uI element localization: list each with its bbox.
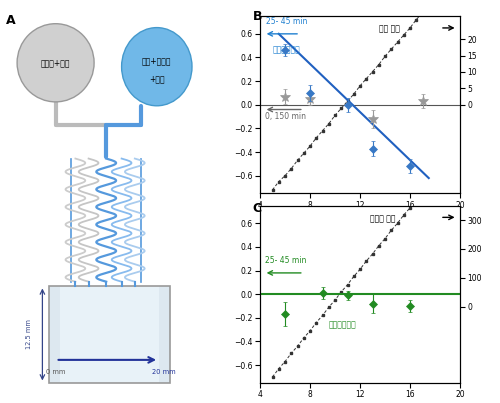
X-axis label: 위치(mm): 위치(mm)	[342, 402, 378, 403]
Text: 반응물 농도: 반응물 농도	[370, 214, 396, 223]
Text: 20 mm: 20 mm	[152, 370, 175, 375]
Ellipse shape	[122, 27, 192, 106]
X-axis label: 위치(mm): 위치(mm)	[342, 213, 378, 222]
Text: 용매농도변화: 용매농도변화	[329, 320, 356, 329]
Ellipse shape	[17, 24, 94, 102]
Text: B: B	[252, 10, 262, 23]
Text: 0, 150 min: 0, 150 min	[265, 112, 306, 121]
Text: 용매농도변화: 용매농도변화	[272, 46, 300, 55]
Bar	[49, 286, 170, 383]
Text: 반응물+용매: 반응물+용매	[41, 58, 70, 67]
Text: 25- 45 min: 25- 45 min	[266, 17, 308, 25]
Bar	[60, 286, 159, 383]
Text: C: C	[252, 202, 262, 214]
Text: 0 mm: 0 mm	[46, 370, 66, 375]
Text: A: A	[6, 14, 15, 27]
Text: 촉매 농도: 촉매 농도	[379, 25, 400, 34]
Text: 12.5 mm: 12.5 mm	[26, 320, 32, 349]
Text: +용매: +용매	[149, 74, 164, 83]
Bar	[49, 286, 170, 383]
Text: 25- 45 min: 25- 45 min	[265, 256, 306, 265]
Text: 촉매+반응물: 촉매+반응물	[142, 56, 172, 65]
